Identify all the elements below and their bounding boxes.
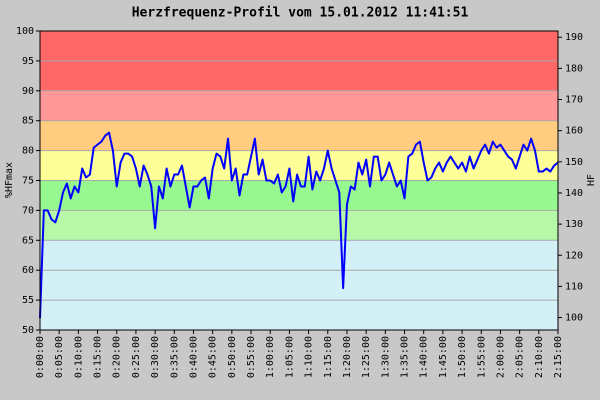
x-tick-label: 0:55:00	[246, 336, 257, 378]
y-tick-label: 65	[22, 235, 34, 246]
y-tick-label: 70	[22, 205, 34, 216]
zone-band	[40, 90, 558, 121]
y2-tick-label: 150	[565, 157, 583, 168]
x-tick-label: 1:05:00	[284, 336, 295, 378]
x-tick-label: 1:00:00	[265, 336, 276, 378]
x-tick-label: 0:20:00	[112, 336, 123, 378]
hr-line	[39, 131, 559, 319]
y2-tick-label: 130	[565, 219, 583, 230]
zone-band	[40, 120, 558, 151]
x-tick-label: 1:35:00	[400, 336, 411, 378]
x-tick-label: 1:15:00	[323, 336, 334, 378]
x-tick-label: 1:55:00	[476, 336, 487, 378]
x-tick-label: 1:25:00	[361, 336, 372, 378]
y-tick-label: 75	[22, 176, 34, 187]
y-tick-label: 60	[22, 265, 34, 276]
x-tick-label: 1:20:00	[342, 336, 353, 378]
x-tick-label: 2:10:00	[534, 336, 545, 378]
y2-tick-label: 190	[565, 32, 583, 43]
y2-tick-label: 110	[565, 281, 583, 292]
y2-tick-label: 170	[565, 95, 583, 106]
x-tick-label: 0:30:00	[150, 336, 161, 378]
x-tick-label: 0:15:00	[93, 336, 104, 378]
x-tick-label: 1:50:00	[457, 336, 468, 378]
x-tick-label: 0:50:00	[227, 336, 238, 378]
y2-tick-label: 120	[565, 250, 583, 261]
zone-band	[40, 240, 558, 330]
y2-tick-label: 100	[565, 313, 583, 324]
y-tick-label: 50	[22, 325, 34, 336]
x-tick-label: 1:10:00	[304, 336, 315, 378]
x-tick-label: 1:40:00	[419, 336, 430, 378]
x-tick-label: 0:25:00	[131, 336, 142, 378]
x-tick-label: 0:00:00	[35, 336, 46, 378]
x-tick-label: 1:45:00	[438, 336, 449, 378]
y-tick-label: 95	[22, 56, 34, 67]
y2-tick-label: 160	[565, 126, 583, 137]
y2-tick-label: 140	[565, 188, 583, 199]
x-tick-label: 1:30:00	[380, 336, 391, 378]
x-tick-label: 0:10:00	[73, 336, 84, 378]
y-axis-label: %HFmax	[4, 162, 15, 198]
x-tick-label: 0:05:00	[54, 336, 65, 378]
y2-tick-label: 180	[565, 63, 583, 74]
y2-axis-label: HF	[586, 174, 597, 186]
zone-band	[40, 210, 558, 241]
y-tick-label: 90	[22, 86, 34, 97]
chart-title: Herzfrequenz-Profil vom 15.01.2012 11:41…	[132, 6, 469, 21]
plot-frame	[39, 30, 559, 331]
y-tick-label: 85	[22, 116, 34, 127]
x-tick-label: 0:45:00	[208, 336, 219, 378]
x-tick-label: 2:15:00	[553, 336, 564, 378]
y-tick-label: 80	[22, 146, 34, 157]
x-tick-label: 2:05:00	[515, 336, 526, 378]
x-tick-label: 0:40:00	[188, 336, 199, 378]
x-tick-label: 0:35:00	[169, 336, 180, 378]
zone-band	[40, 180, 558, 211]
x-tick-label: 2:00:00	[495, 336, 506, 378]
y-tick-label: 55	[22, 295, 34, 306]
y-tick-label: 100	[16, 26, 34, 37]
